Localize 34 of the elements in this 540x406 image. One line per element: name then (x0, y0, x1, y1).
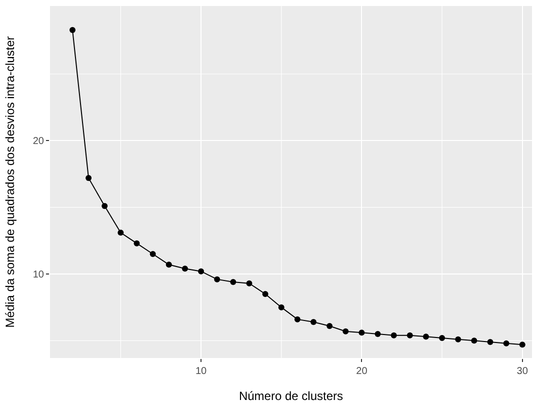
point (230, 279, 236, 285)
point (294, 316, 300, 322)
point (86, 175, 92, 181)
point (422, 334, 429, 340)
point (246, 280, 252, 286)
point (487, 339, 494, 345)
point (358, 330, 365, 336)
point (406, 332, 413, 338)
point (342, 328, 349, 334)
x-tick-label: 10 (195, 366, 208, 377)
point (471, 338, 478, 344)
point (503, 340, 510, 346)
x-axis-title: Número de clusters (238, 388, 344, 403)
x-tick-label: 20 (356, 366, 368, 377)
x-tick-label: 30 (516, 366, 528, 377)
point (455, 336, 462, 342)
point (390, 332, 397, 338)
point (310, 319, 316, 325)
point (118, 230, 124, 236)
point (134, 240, 140, 246)
point (150, 251, 156, 257)
point (214, 276, 220, 282)
point (278, 304, 284, 310)
point (519, 342, 526, 348)
y-axis-title: Média da soma de quadrados dos desvios intra-cluster (3, 36, 18, 328)
point (374, 331, 381, 337)
point (439, 335, 446, 341)
point (102, 203, 108, 209)
point (182, 266, 188, 272)
point (69, 27, 76, 33)
point (262, 291, 268, 297)
point (198, 268, 204, 274)
point (166, 262, 172, 268)
point (326, 323, 333, 329)
